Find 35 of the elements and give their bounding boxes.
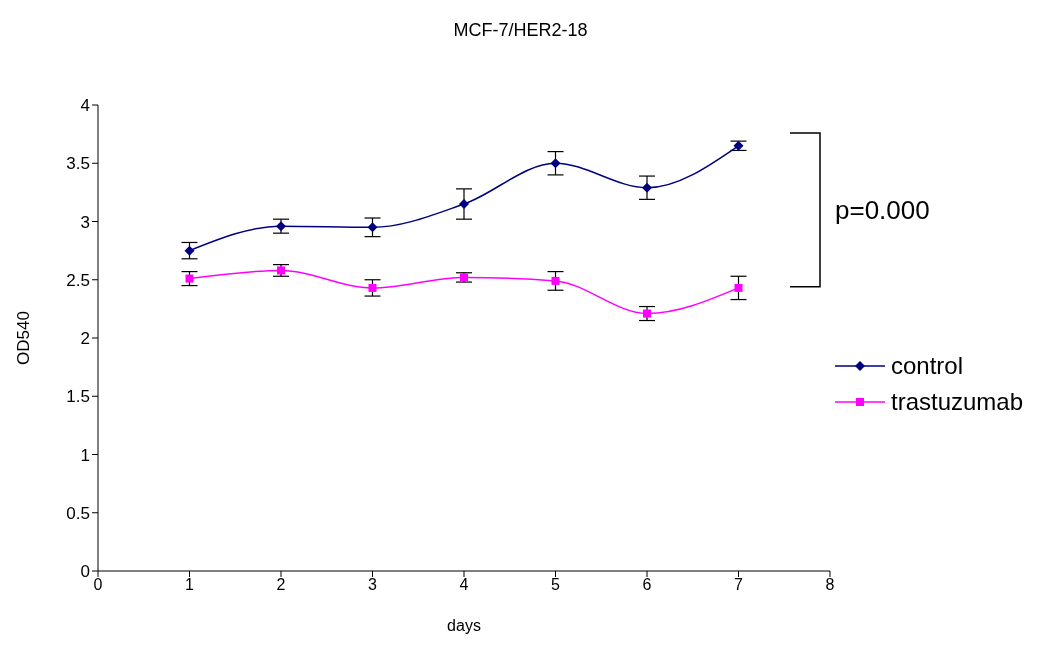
y-axis-title: OD540 — [14, 311, 34, 365]
point — [551, 276, 560, 285]
x-tick-label: 0 — [93, 576, 103, 594]
legend-label: trastuzumab — [891, 388, 1024, 416]
x-tick-label: 3 — [368, 576, 378, 594]
point — [643, 309, 651, 318]
y-tick-label: 2.5 — [66, 270, 90, 290]
point — [184, 245, 195, 256]
x-tick-label: 6 — [642, 576, 652, 594]
y-tick-label: 1.5 — [66, 387, 90, 407]
x-tick-label: 4 — [459, 576, 469, 594]
y-tick-label: 2 — [80, 329, 90, 349]
point — [642, 182, 652, 193]
y-tick-label: 3.5 — [66, 154, 90, 174]
x-tick-label: 8 — [825, 576, 835, 594]
x-axis-title: days — [447, 617, 481, 634]
legend-label: control — [891, 352, 964, 380]
point — [185, 274, 194, 283]
y-tick-label: 3 — [80, 212, 90, 232]
point — [459, 199, 469, 210]
y-tick-label: 0.5 — [66, 503, 90, 523]
point — [550, 158, 561, 169]
x-tick-label: 2 — [276, 576, 286, 594]
point — [734, 283, 743, 292]
text: p=0.000 — [835, 195, 930, 226]
point — [368, 283, 377, 292]
chart-title: MCF-7/HER2-18 — [452, 20, 589, 41]
point — [367, 222, 378, 233]
y-tick-label: 1 — [80, 445, 90, 465]
x-tick-label: 5 — [551, 576, 561, 594]
x-tick-label: 7 — [734, 576, 744, 594]
y-tick-label: 4 — [80, 96, 90, 116]
point — [276, 221, 286, 232]
x-tick-label: 1 — [185, 576, 195, 594]
point — [733, 140, 744, 151]
